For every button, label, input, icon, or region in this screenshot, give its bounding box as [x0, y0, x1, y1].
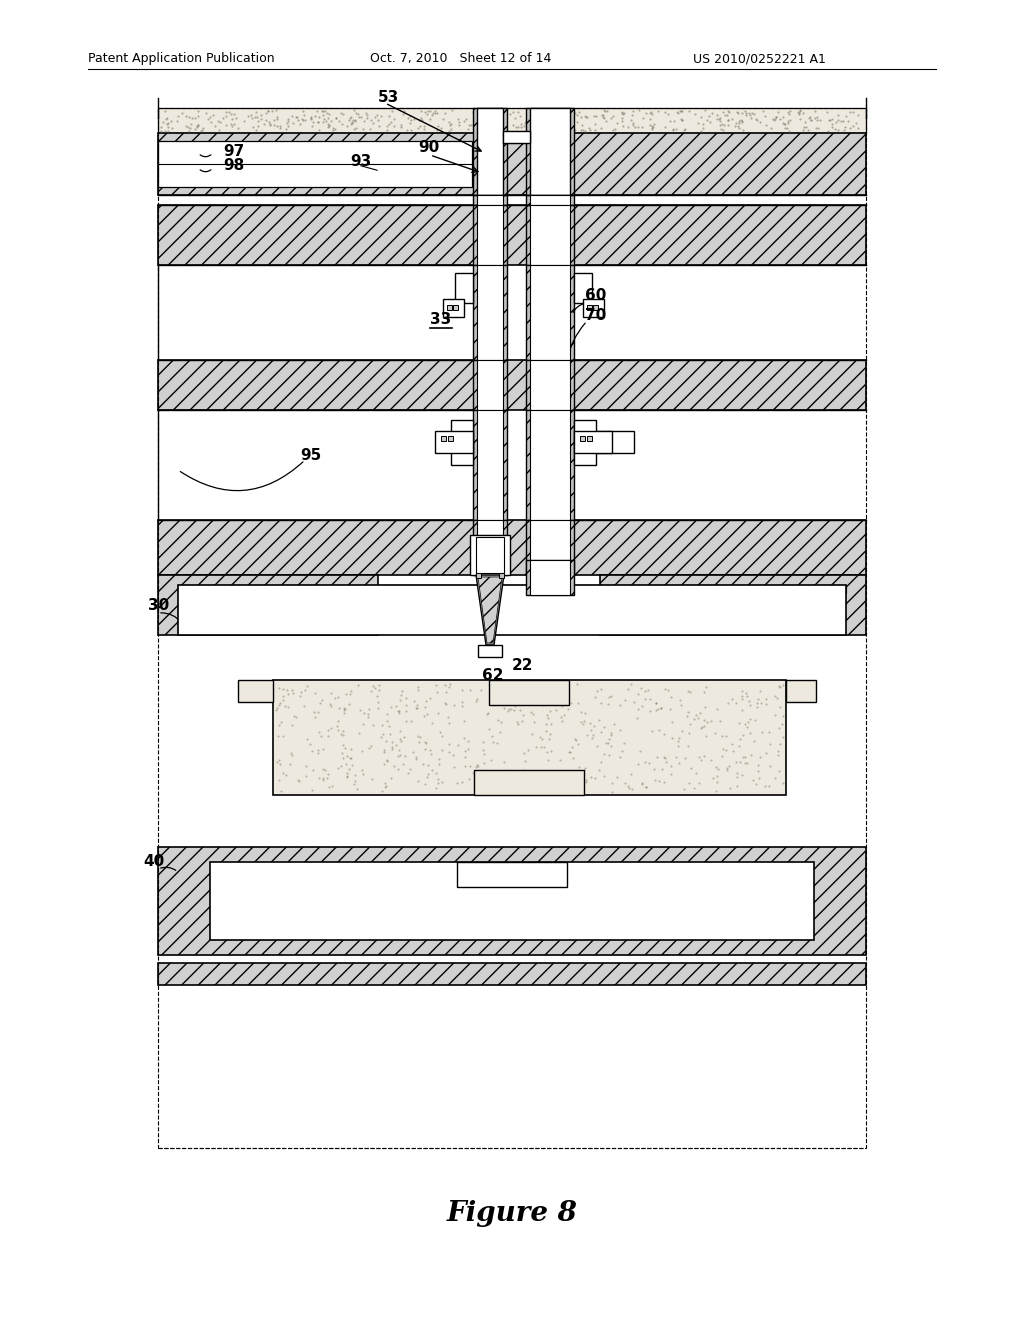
- Bar: [474, 770, 584, 795]
- Text: 98: 98: [223, 158, 245, 173]
- Text: 30: 30: [148, 598, 169, 612]
- Text: Patent Application Publication: Patent Application Publication: [88, 51, 274, 65]
- Text: Oct. 7, 2010   Sheet 12 of 14: Oct. 7, 2010 Sheet 12 of 14: [370, 51, 551, 65]
- Bar: [473, 205, 507, 265]
- Bar: [158, 847, 866, 954]
- Bar: [477, 108, 503, 195]
- Bar: [530, 265, 570, 360]
- Bar: [530, 520, 570, 576]
- Bar: [530, 360, 570, 411]
- Bar: [477, 265, 503, 360]
- Bar: [238, 680, 273, 702]
- Text: 22: 22: [512, 659, 534, 673]
- Bar: [526, 520, 574, 576]
- Bar: [473, 411, 507, 520]
- Bar: [574, 420, 596, 465]
- Bar: [443, 300, 464, 317]
- Bar: [526, 360, 574, 411]
- Bar: [503, 131, 530, 143]
- Bar: [526, 108, 574, 195]
- Bar: [158, 108, 866, 133]
- Bar: [574, 265, 866, 360]
- Bar: [158, 411, 473, 520]
- Polygon shape: [478, 577, 502, 643]
- Bar: [587, 305, 592, 310]
- Bar: [477, 195, 503, 205]
- Bar: [477, 360, 503, 411]
- Bar: [435, 432, 473, 453]
- Bar: [453, 305, 458, 310]
- Bar: [447, 305, 452, 310]
- Bar: [158, 141, 472, 187]
- Bar: [587, 436, 592, 441]
- Bar: [473, 195, 507, 205]
- Text: US 2010/0252221 A1: US 2010/0252221 A1: [693, 51, 826, 65]
- Bar: [451, 420, 473, 465]
- Bar: [158, 133, 866, 195]
- Bar: [449, 436, 453, 441]
- Bar: [476, 573, 481, 578]
- Bar: [441, 436, 446, 441]
- Bar: [457, 862, 567, 887]
- Bar: [158, 576, 378, 635]
- Bar: [499, 573, 504, 578]
- Text: 53: 53: [378, 91, 399, 106]
- Bar: [574, 432, 612, 453]
- Bar: [530, 205, 570, 265]
- Bar: [473, 360, 507, 411]
- Text: 93: 93: [350, 153, 372, 169]
- Bar: [178, 585, 846, 635]
- Bar: [470, 535, 510, 576]
- Bar: [210, 862, 814, 940]
- Bar: [472, 535, 508, 576]
- Bar: [593, 305, 598, 310]
- Bar: [473, 520, 507, 576]
- Bar: [580, 436, 585, 441]
- Polygon shape: [476, 576, 504, 645]
- Bar: [530, 411, 570, 520]
- Text: 60: 60: [585, 288, 606, 302]
- Bar: [583, 300, 604, 317]
- Bar: [600, 576, 866, 635]
- Bar: [530, 195, 570, 205]
- Bar: [526, 560, 574, 595]
- Bar: [574, 411, 866, 520]
- Bar: [530, 560, 570, 595]
- Bar: [478, 645, 502, 657]
- Text: 97: 97: [223, 144, 245, 158]
- Bar: [505, 131, 528, 143]
- Bar: [477, 205, 503, 265]
- Text: 95: 95: [300, 447, 322, 462]
- Bar: [489, 680, 569, 705]
- Text: 33: 33: [430, 313, 452, 327]
- Bar: [596, 432, 634, 453]
- Bar: [526, 205, 574, 265]
- Bar: [526, 195, 574, 205]
- Bar: [574, 273, 592, 304]
- Bar: [158, 205, 866, 265]
- Bar: [530, 108, 570, 195]
- Bar: [178, 585, 846, 593]
- Bar: [473, 265, 507, 360]
- Bar: [273, 680, 786, 795]
- Bar: [158, 964, 866, 985]
- Bar: [526, 411, 574, 520]
- Bar: [477, 411, 503, 520]
- Bar: [526, 265, 574, 360]
- Text: Figure 8: Figure 8: [446, 1200, 578, 1228]
- Bar: [158, 265, 473, 360]
- Text: 70: 70: [585, 308, 606, 322]
- Bar: [158, 195, 866, 205]
- Bar: [158, 360, 866, 411]
- Bar: [473, 108, 507, 195]
- Bar: [455, 273, 473, 304]
- Bar: [158, 520, 866, 576]
- Text: 90: 90: [418, 140, 439, 156]
- Bar: [476, 537, 504, 573]
- Bar: [786, 680, 816, 702]
- Bar: [477, 520, 503, 576]
- Text: 40: 40: [143, 854, 164, 870]
- Text: 62: 62: [482, 668, 504, 682]
